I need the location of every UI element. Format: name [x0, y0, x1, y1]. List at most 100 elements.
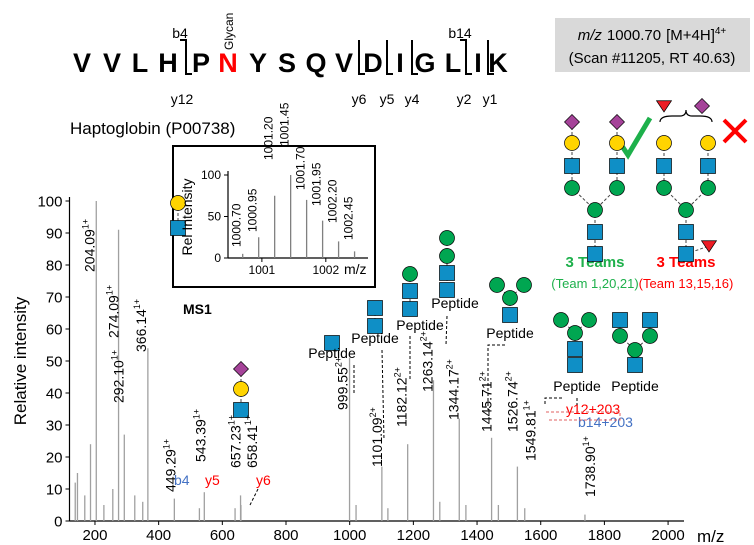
peak-label: 1738.901+: [581, 436, 598, 497]
glcnac: [567, 341, 583, 357]
glcnac: [170, 220, 186, 236]
glcnac: [678, 224, 694, 240]
mannose: [516, 277, 532, 293]
precursor-scan: (Scan #11205, RT 40.63): [569, 50, 736, 67]
glcnac: [612, 312, 628, 328]
glcnac: [587, 224, 603, 240]
peak-mz: 292.10: [110, 360, 126, 403]
mannose: [567, 325, 583, 341]
cross-mark: [722, 118, 748, 144]
peak-charge: 2+: [393, 367, 403, 377]
protein-name: Haptoglobin (P00738): [70, 119, 235, 138]
team-list: (Team 1,20,21): [551, 276, 638, 291]
mannose: [489, 277, 505, 293]
peak-mz: 449.29: [162, 449, 178, 492]
residue: G: [414, 48, 435, 78]
connector: [381, 349, 385, 441]
fragment-label: b4: [174, 472, 190, 488]
y-axis-label: Rel Intensity: [179, 178, 195, 255]
precursor-line: m/z 1000.70 [M+4H]4+: [578, 26, 727, 44]
peak-charge: 1+: [132, 299, 142, 309]
peak-label: 366.141+: [132, 299, 149, 352]
connector: [487, 344, 505, 410]
inset-peak-label: 1001.45: [278, 102, 292, 146]
peak-mz: 204.09: [81, 229, 97, 272]
galactose: [170, 195, 186, 211]
peak-charge: 2+: [503, 371, 513, 381]
inset-peak-label: 1001.95: [310, 162, 324, 206]
fucose: [655, 100, 673, 113]
precursor-charge: 4+: [715, 26, 727, 37]
y-tick-label: 90: [46, 225, 63, 242]
mannose: [502, 290, 518, 306]
y-tick-label: 40: [46, 385, 63, 402]
x-tick-label: 1200: [397, 527, 430, 544]
peak-charge: 1+: [191, 409, 201, 419]
glcnac: [502, 307, 518, 323]
sialic-acid: [564, 114, 580, 130]
mannose: [564, 180, 580, 196]
glycan-peptide-label: Peptide: [431, 295, 479, 311]
peak-label: 1445.712+: [478, 371, 495, 432]
mannose: [439, 248, 455, 264]
glcnac: [367, 318, 383, 334]
galactose: [700, 135, 716, 151]
y-tick-label: 60: [46, 321, 63, 338]
y-ion-label: y4: [405, 91, 420, 107]
y-tick-label: 80: [46, 257, 63, 274]
mannose: [439, 230, 455, 246]
x-tick-label: 1000: [333, 527, 366, 544]
residue: N: [218, 48, 238, 78]
galactose: [609, 135, 625, 151]
peak-label: 543.391+: [191, 409, 208, 462]
peak-label: 658.411+: [243, 415, 260, 468]
peak-mz: 1738.90: [582, 446, 598, 497]
inset-peak-label: 1001.20: [262, 116, 276, 160]
peak-label: 1182.122+: [393, 367, 410, 427]
inset-peak-label: 1000.70: [230, 203, 244, 247]
peak-charge: 2+: [368, 407, 378, 417]
y-ion-label: y5: [380, 91, 395, 107]
x-tick-label: 1800: [588, 527, 621, 544]
inset-title: MS1: [183, 301, 212, 317]
glcnac: [627, 357, 643, 373]
y-bracket: [487, 40, 494, 75]
x-tick-label: 400: [146, 527, 171, 544]
glycan-site-label: Glycan: [222, 13, 236, 50]
brace: [659, 109, 713, 123]
peak-mz: 657.23: [228, 425, 244, 468]
peak-mz: 1344.17: [445, 369, 461, 420]
galactose: [656, 135, 672, 151]
galactose: [233, 381, 249, 397]
glcnac: [564, 158, 580, 174]
connector: [445, 315, 448, 346]
peak-mz: 274.09: [106, 295, 122, 338]
inset-peak-label: 1002.45: [342, 196, 356, 240]
x-tick-label: 600: [210, 527, 235, 544]
x-tick-label: 1002: [312, 263, 339, 277]
mannose: [642, 328, 658, 344]
peak-charge: 1+: [227, 415, 237, 425]
glcnac: [233, 402, 249, 418]
peak-label: 292.101+: [109, 350, 126, 403]
residue: V: [335, 48, 353, 78]
team-count: 3 Teams: [566, 254, 625, 271]
glycan-bond: [685, 245, 710, 255]
y-bracket: [465, 40, 472, 75]
peak-charge: 1+: [581, 436, 591, 446]
peak-charge: 1+: [80, 219, 90, 229]
residue: S: [278, 48, 296, 78]
connector: [546, 411, 621, 421]
sialic-acid: [609, 114, 625, 130]
peak-label: 1526.742+: [503, 371, 520, 432]
peak-mz: 1182.12: [394, 377, 410, 427]
fragment-label: y5: [205, 472, 220, 488]
y-tick-label: 0: [214, 251, 221, 265]
y-tick-label: 100: [37, 193, 62, 210]
mannose: [581, 312, 597, 328]
glycan-peptide-label: Peptide: [553, 378, 601, 394]
glcnac: [587, 246, 603, 262]
connector: [249, 488, 259, 506]
peak-charge: 2+: [478, 371, 488, 381]
